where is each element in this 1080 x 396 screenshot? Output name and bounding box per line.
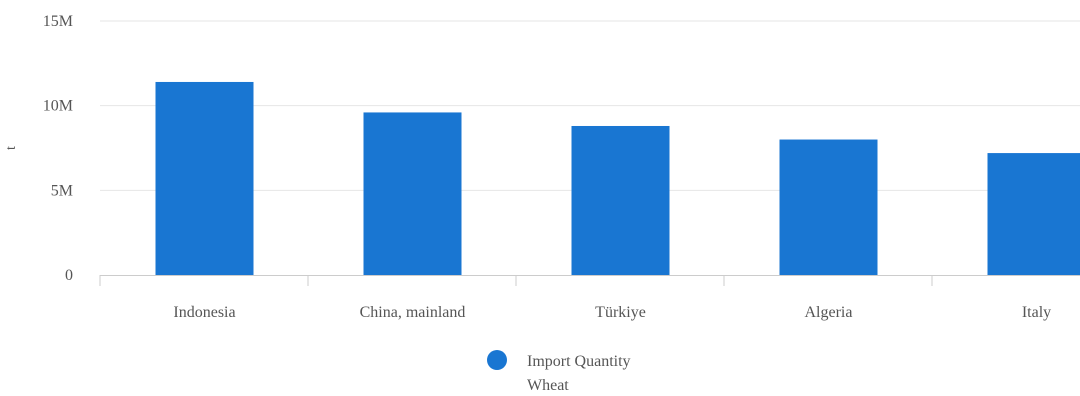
- legend-label-line-2[interactable]: Wheat: [527, 377, 569, 394]
- y-tick-label: 10M: [43, 98, 73, 115]
- x-category-label: Italy: [1022, 304, 1051, 321]
- x-category-label: Türkiye: [595, 304, 646, 321]
- y-tick-label: 0: [65, 267, 73, 284]
- x-axis-category-labels: Indonesia China, mainland Türkiye Algeria It…: [173, 304, 1051, 321]
- y-axis-label: t: [4, 146, 19, 150]
- bar[interactable]: [571, 125, 670, 275]
- y-axis-tick-labels: 0 5M 10M 15M: [43, 13, 73, 284]
- bar[interactable]: [987, 153, 1080, 275]
- bar[interactable]: [779, 139, 878, 275]
- bar[interactable]: [363, 112, 462, 275]
- y-tick-label: 15M: [43, 13, 73, 30]
- legend-label-line-1[interactable]: Import Quantity: [527, 353, 631, 370]
- x-category-label: Algeria: [805, 304, 853, 321]
- x-axis-ticks: [99, 275, 933, 286]
- bars: [155, 81, 1080, 276]
- x-category-label: China, mainland: [360, 304, 466, 321]
- legend[interactable]: Import Quantity Wheat: [487, 350, 631, 394]
- legend-marker[interactable]: [487, 350, 507, 370]
- bar[interactable]: [155, 81, 254, 276]
- y-tick-label: 5M: [51, 182, 73, 199]
- x-category-label: Indonesia: [173, 304, 235, 321]
